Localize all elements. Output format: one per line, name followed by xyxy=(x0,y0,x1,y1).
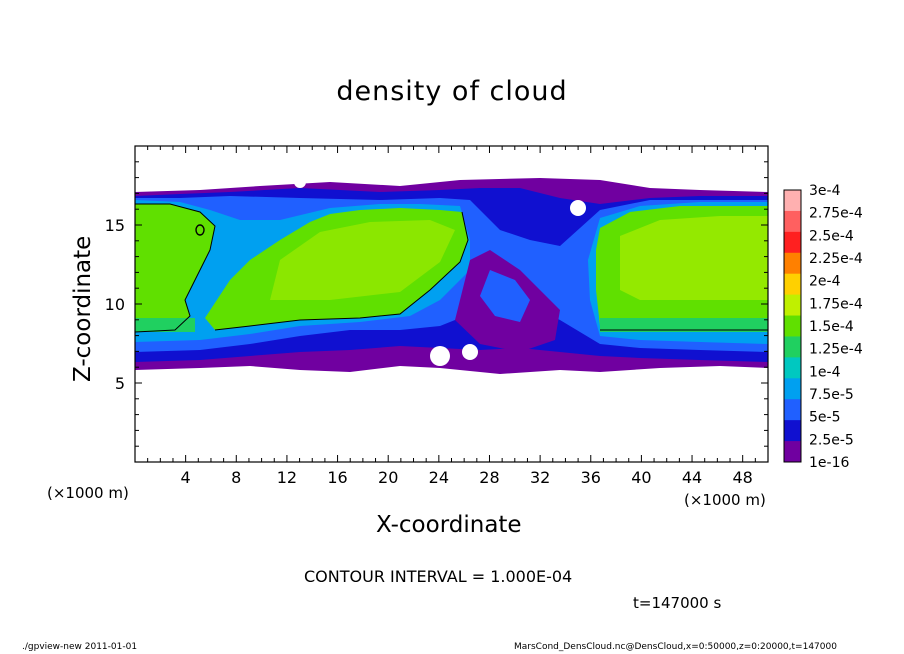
x-tick-label: 44 xyxy=(682,468,702,487)
contour-interval-label: CONTOUR INTERVAL = 1.000E-04 xyxy=(304,567,573,586)
x-tick-label: 20 xyxy=(378,468,398,487)
colorbar-swatch xyxy=(784,231,801,254)
footer-source: MarsCond_DensCloud.nc@DensCloud,x=0:5000… xyxy=(514,642,837,652)
contour-line xyxy=(214,211,469,331)
x-tick-label: 36 xyxy=(581,468,601,487)
x-tick-label: 24 xyxy=(429,468,449,487)
colorbar-label: 2.25e-4 xyxy=(809,251,863,267)
cloud-gap xyxy=(430,346,450,366)
chart-title: density of cloud xyxy=(336,76,568,107)
colorbar-swatch xyxy=(784,441,801,463)
x-tick-label: 12 xyxy=(277,468,297,487)
density-field xyxy=(135,176,768,374)
colorbar-label: 1.75e-4 xyxy=(809,296,863,312)
cloud-core-left xyxy=(135,204,215,330)
colorbar-swatch xyxy=(784,190,801,212)
cloud-gap xyxy=(570,200,586,216)
x-tick-label: 32 xyxy=(530,468,550,487)
colorbar: 3e-4 2.75e-4 2.5e-4 2.25e-4 2e-4 1.75e-4 1.5e-… xyxy=(783,183,863,471)
x-tick-label: 4 xyxy=(181,468,191,487)
cloud-base-left xyxy=(135,318,195,332)
colorbar-swatch xyxy=(784,315,801,337)
colorbar-swatch xyxy=(784,399,801,421)
colorbar-label: 1.25e-4 xyxy=(809,342,863,358)
x-tick-label: 8 xyxy=(231,468,241,487)
y-axis-label: Z-coordinate xyxy=(70,235,96,382)
colorbar-swatch xyxy=(784,336,801,358)
y-tick-label: 10 xyxy=(105,295,125,314)
colorbar-swatch xyxy=(784,420,801,442)
colorbar-label: 1.5e-4 xyxy=(809,319,854,335)
colorbar-label: 7.5e-5 xyxy=(809,387,854,403)
colorbar-label: 2e-4 xyxy=(809,274,841,290)
contour-ring xyxy=(195,224,205,236)
colorbar-label: 5e-5 xyxy=(809,410,840,426)
time-label: t=147000 s xyxy=(633,594,722,612)
cloud-gap xyxy=(294,176,306,188)
turbulent-zone-blue xyxy=(480,270,530,322)
colorbar-swatch xyxy=(784,294,801,317)
y-tick-label: 5 xyxy=(115,374,125,393)
colorbar-label: 3e-4 xyxy=(809,183,841,199)
y-tick-label: 15 xyxy=(105,216,125,235)
x-tick-label: 28 xyxy=(479,468,499,487)
colorbar-swatch xyxy=(784,210,801,233)
cloud-gap xyxy=(462,344,478,360)
x-unit-label-right: (×1000 m) xyxy=(684,491,766,509)
x-tick-label: 16 xyxy=(327,468,347,487)
cloud-base-right xyxy=(600,318,768,332)
cloud-highlight-band xyxy=(270,220,455,300)
contour-line xyxy=(135,203,216,333)
colorbar-label: 2.5e-4 xyxy=(809,228,854,244)
colorbar-swatch xyxy=(784,252,801,275)
x-axis-label: X-coordinate xyxy=(376,512,522,538)
colorbar-swatch xyxy=(784,378,801,400)
x-tick-label: 40 xyxy=(631,468,651,487)
colorbar-frame xyxy=(783,189,802,463)
x-tick-label: 48 xyxy=(733,468,753,487)
colorbar-label: 1e-4 xyxy=(809,364,841,380)
x-axis-ticks: 4 8 12 16 20 24 28 32 36 40 44 48 xyxy=(147,146,756,487)
footer-command: ./gpview-new 2011-01-01 xyxy=(22,642,138,652)
colorbar-label: 1e-16 xyxy=(809,455,849,471)
cloud-core-band xyxy=(205,208,468,330)
colorbar-label: 2.5e-5 xyxy=(809,432,854,448)
cloud-highlight-right xyxy=(620,216,768,300)
y-axis-ticks: 5 10 15 xyxy=(105,161,768,447)
x-unit-label-left: (×1000 m) xyxy=(47,484,129,502)
colorbar-swatch xyxy=(784,357,801,379)
colorbar-swatch xyxy=(784,273,801,296)
colorbar-label: 2.75e-4 xyxy=(809,206,863,222)
